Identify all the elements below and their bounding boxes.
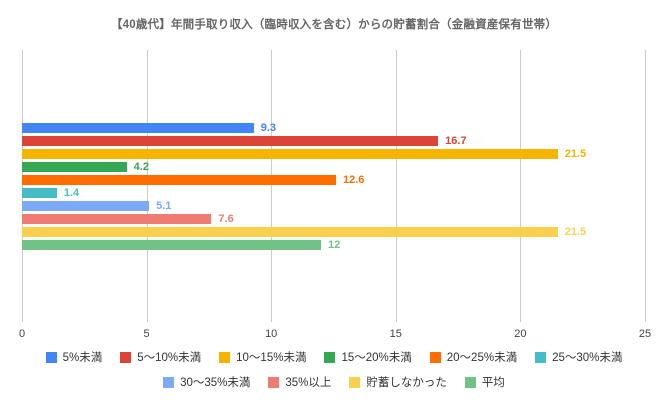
legend-label: 30～35%未満	[180, 377, 251, 389]
x-tick-label: 10	[265, 328, 278, 340]
gridline	[146, 50, 148, 322]
bar	[22, 122, 254, 133]
legend-item: 10～15%未満	[219, 349, 306, 365]
bar-row: 1.4	[22, 186, 645, 199]
x-tick-label: 20	[514, 328, 527, 340]
chart-title: 【40歳代】年間手取り収入（臨時収入を含む）からの貯蓄割合（金融資産保有世帯）	[110, 19, 558, 31]
bar-value-label: 21.5	[564, 225, 587, 238]
bar	[22, 161, 127, 172]
legend-label: 5～10%未満	[137, 352, 202, 364]
bar	[22, 135, 439, 146]
gridline	[395, 50, 397, 322]
legend-row-2: 30～35%未満 35%以上 貯蓄しなかった 平均	[0, 374, 668, 390]
plot-area: 9.3 16.7 21.5 4.2 12.6 1.4 5.1 7.6 21.5 12	[22, 50, 646, 322]
legend-item: 平均	[464, 374, 505, 390]
bar-row: 12	[22, 238, 645, 251]
bar	[22, 226, 558, 237]
bar-row: 9.3	[22, 121, 645, 134]
legend-item: 25～30%未満	[535, 349, 622, 365]
bar	[22, 200, 150, 211]
legend-item: 30～35%未満	[163, 374, 250, 390]
legend-swatch	[268, 376, 280, 388]
bar-value-label: 7.6	[218, 212, 234, 225]
legend-label: 20～25%未満	[446, 352, 518, 364]
bars: 9.3 16.7 21.5 4.2 12.6 1.4 5.1 7.6 21.5 12	[22, 121, 645, 251]
legend-swatch	[429, 351, 441, 363]
bar-value-label: 5.1	[156, 199, 172, 212]
bar-row: 4.2	[22, 160, 645, 173]
legend-label: 10～15%未満	[236, 352, 307, 364]
bar-value-label: 1.4	[63, 186, 80, 199]
legend-swatch	[45, 351, 57, 363]
gridline	[271, 50, 273, 322]
bar	[22, 148, 558, 159]
legend-swatch	[464, 376, 476, 388]
legend-label: 貯蓄しなかった	[366, 377, 447, 389]
bar-value-label: 12	[328, 238, 341, 251]
gridline	[645, 50, 646, 322]
x-tick-label: 15	[389, 328, 402, 340]
bar	[22, 213, 212, 224]
bar-row: 21.5	[22, 147, 645, 160]
gridline	[520, 50, 522, 322]
legend-item: 貯蓄しなかった	[349, 374, 447, 390]
legend-swatch	[535, 351, 547, 363]
bar	[22, 187, 57, 198]
bar-value-label: 4.2	[133, 160, 149, 173]
legend-swatch	[120, 351, 132, 363]
legend-label: 25～30%未満	[552, 352, 623, 364]
legend-swatch	[219, 351, 231, 363]
x-tick-label: 0	[18, 328, 26, 340]
bar-value-label: 9.3	[260, 121, 277, 134]
legend-item: 5～10%未満	[120, 349, 201, 365]
legend-label: 15～20%未満	[341, 352, 412, 364]
legend-label: 平均	[481, 377, 505, 389]
bar-row: 5.1	[22, 199, 645, 212]
legend: 5%未満 5～10%未満 10～15%未満 15～20%未満 20～25%未満 25～30…	[0, 349, 668, 399]
bar-row: 12.6	[22, 173, 645, 186]
bar-row: 16.7	[22, 134, 645, 147]
bar-row: 21.5	[22, 225, 645, 238]
bar-value-label: 21.5	[564, 147, 587, 160]
x-tick-label: 5	[143, 328, 150, 340]
legend-label: 5%未満	[62, 352, 103, 364]
legend-swatch	[163, 376, 175, 388]
bar-value-label: 12.6	[342, 173, 365, 186]
legend-label: 35%以上	[285, 377, 332, 389]
x-tick-label: 25	[638, 328, 652, 340]
legend-item: 35%以上	[268, 374, 331, 390]
bar	[22, 174, 336, 185]
gridline	[22, 50, 23, 322]
legend-row-1: 5%未満 5～10%未満 10～15%未満 15～20%未満 20～25%未満 25～30…	[0, 349, 668, 365]
legend-item: 20～25%未満	[429, 349, 518, 365]
legend-item: 15～20%未満	[324, 349, 412, 365]
bar	[22, 239, 322, 250]
legend-swatch	[324, 351, 336, 363]
legend-item: 5%未満	[45, 349, 103, 365]
bar-row: 7.6	[22, 212, 645, 225]
bar-value-label: 16.7	[445, 134, 467, 147]
legend-swatch	[349, 376, 361, 388]
x-axis-labels: 0 5 10 15 20 25	[18, 328, 651, 342]
